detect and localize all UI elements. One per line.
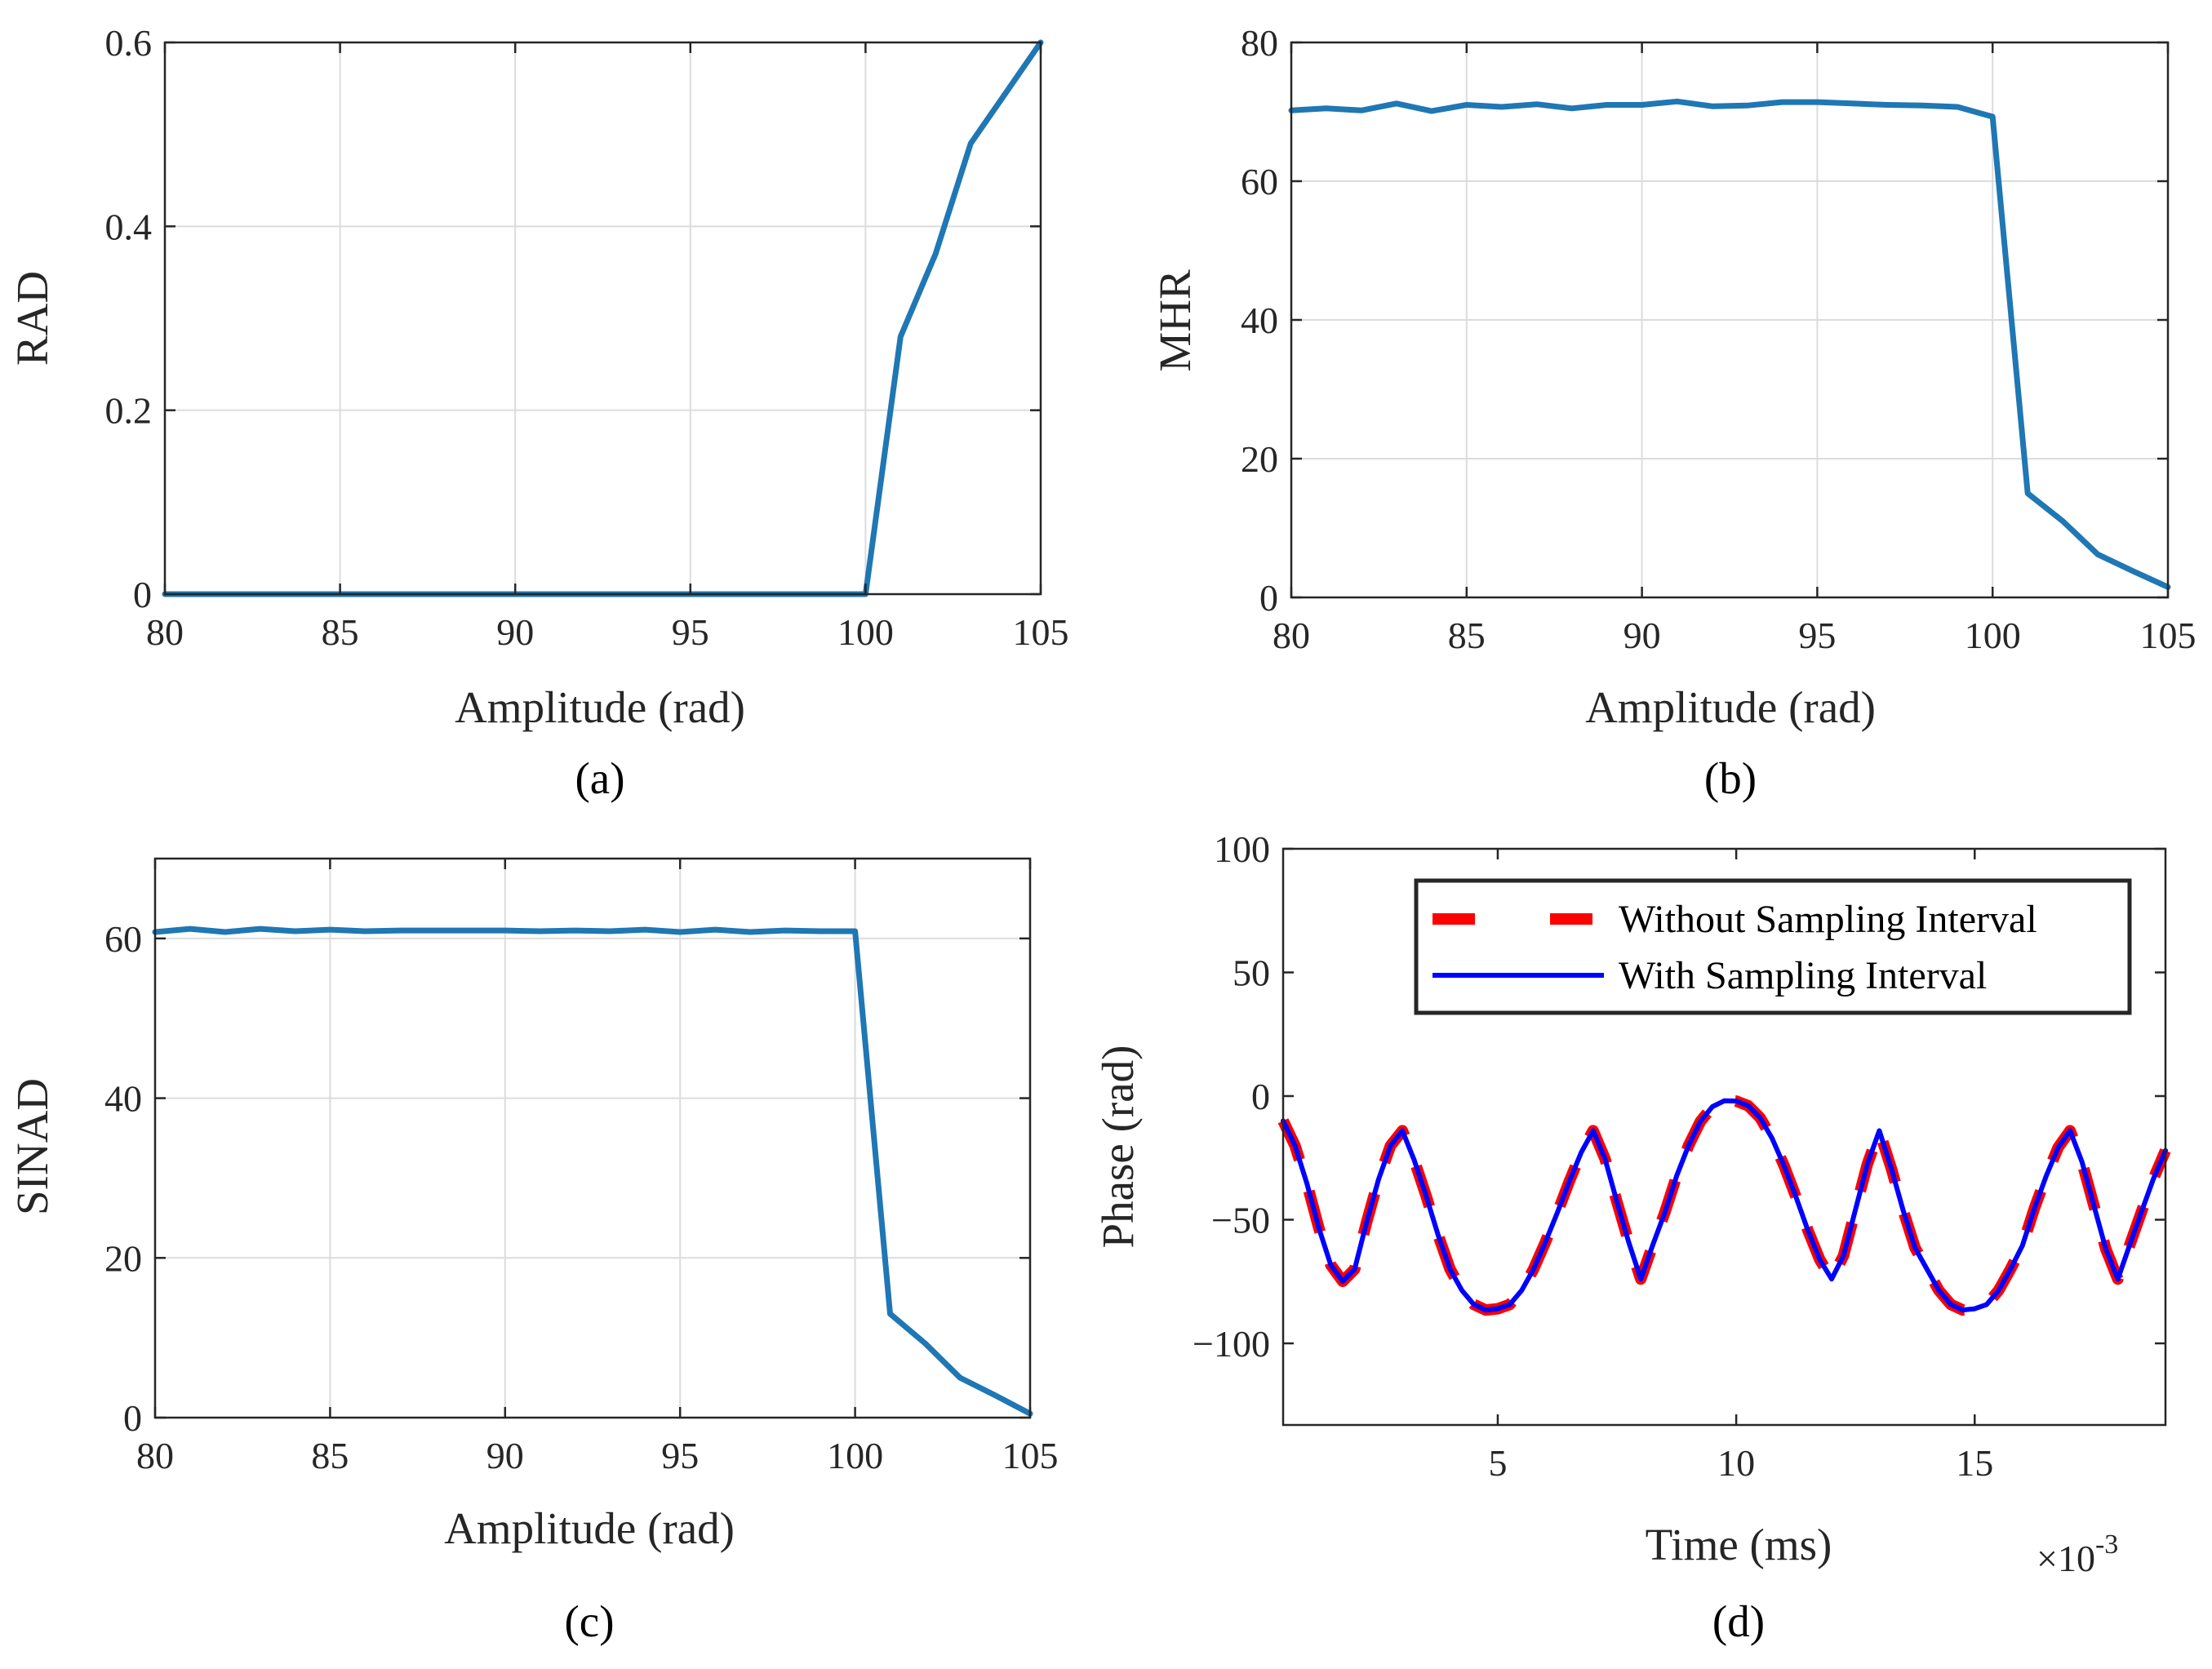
- panel-b-caption: (b): [1704, 753, 1757, 803]
- panel-b-x-tick-label: 105: [2140, 615, 2196, 656]
- panel-b-x-tick-label: 90: [1623, 615, 1661, 656]
- panel-c-y-tick-label: 0: [123, 1397, 142, 1439]
- legend-box: [1414, 878, 2132, 1015]
- panel-c-y-tick-label: 40: [104, 1078, 142, 1120]
- panel-a-x-tick-label: 85: [322, 611, 359, 653]
- panel-d-legend: Without Sampling Interval With Sampling …: [1414, 878, 2132, 1015]
- panel-c-xlabel: Amplitude (rad): [444, 1503, 735, 1553]
- panel-a-x-tick-label: 100: [837, 611, 894, 653]
- panel-b-x-tick-label: 80: [1273, 615, 1310, 656]
- legend-label-without-sampling: Without Sampling Interval: [1619, 898, 2037, 941]
- panel-d-ylabel: Phase (rad): [1093, 1045, 1143, 1249]
- panel-a-x-tick-label: 80: [146, 611, 184, 653]
- panel-c-x-tick-label: 100: [827, 1435, 883, 1476]
- panel-b-x-tick-label: 85: [1448, 615, 1486, 656]
- panel-b-series-mhr: [1288, 98, 2171, 590]
- panel-d-x-tick-label: 10: [1717, 1442, 1755, 1484]
- panel-b-y-tick-label: 60: [1241, 161, 1278, 202]
- panel-c-axes-box: [153, 857, 1032, 1419]
- panel-a-x-tick-label: 105: [1013, 611, 1069, 653]
- panel-d-xlabel: Time (ms): [1646, 1520, 1832, 1569]
- panel-b-xlabel: Amplitude (rad): [1585, 682, 1876, 732]
- panel-a-y-tick-label: 0.2: [105, 390, 153, 432]
- panel-d-exp-power: -3: [2095, 1529, 2118, 1560]
- legend-label-with-sampling: With Sampling Interval: [1619, 954, 1987, 997]
- panel-c-plot-background: [155, 859, 1030, 1418]
- panel-c-x-tick-label: 80: [136, 1435, 174, 1476]
- panel-d-y-tick-label: 0: [1251, 1076, 1270, 1117]
- panel-a-y-tick-label: 0: [133, 574, 152, 615]
- panel-d-caption: (d): [1712, 1596, 1765, 1646]
- panel-a-y-tick-label: 0.4: [105, 206, 153, 247]
- panel-b-y-tick-label: 80: [1241, 22, 1278, 64]
- panel-d-y-tick-label: 50: [1233, 952, 1270, 994]
- panel-b-x-tick-label: 95: [1798, 615, 1836, 656]
- panel-d-y-tick-label: 100: [1214, 828, 1270, 870]
- panel-a-x-tick-label: 95: [672, 611, 709, 653]
- panel-b-ylabel: MHR: [1150, 269, 1200, 372]
- panel-c-x-tick-label: 85: [311, 1435, 349, 1476]
- panel-c-y-tick-label: 20: [104, 1237, 142, 1279]
- panel-b-y-tick-label: 20: [1241, 438, 1278, 480]
- panel-c-y-tick-label: 60: [104, 918, 142, 960]
- panel-d-x-tick-label: 15: [1956, 1442, 1993, 1484]
- panel-a-x-tick-label: 90: [496, 611, 534, 653]
- panel-a-y-tick-label: 0.6: [105, 22, 153, 64]
- panel-a-plot-area: 80 85 90 95 100 105 0 0.2 0.4 0.6: [105, 22, 1069, 653]
- panel-d-phase-chart: 5 10 15 −100 −50 0 50 100 Phase (rad) Time (ms)…: [1093, 828, 2171, 1646]
- panel-a-rad-chart: 80 85 90 95 100 105 0 0.2 0.4 0.6 RAD Amplitude (…: [7, 22, 1069, 803]
- panel-b-y-tick-label: 40: [1241, 300, 1278, 341]
- panel-c-caption: (c): [564, 1596, 614, 1646]
- panel-d-x-exponent: ×10-3: [2037, 1529, 2118, 1579]
- panel-d-axes-box: [1281, 847, 2167, 1427]
- panel-d-x-tick-label: 5: [1488, 1442, 1507, 1484]
- panel-b-plot-area: 80 85 90 95 100 105 0 20 40 60 80: [1241, 22, 2196, 656]
- panel-b-y-tick-label: 0: [1259, 577, 1278, 619]
- panel-a-ylabel: RAD: [7, 271, 57, 366]
- panel-d-series-with-sampling-interval: [1281, 1098, 2168, 1313]
- panel-c-x-tick-label: 105: [1002, 1435, 1059, 1476]
- panel-a-axes-box: [163, 41, 1042, 596]
- panel-c-plot-area: 80 85 90 95 100 105 0 20 40 60: [104, 857, 1059, 1476]
- panel-d-y-tick-label: −50: [1211, 1200, 1270, 1241]
- panel-a-caption: (a): [575, 753, 624, 803]
- panel-c-sinad-chart: 80 85 90 95 100 105 0 20 40 60 SINAD Amplitude (r…: [7, 857, 1059, 1646]
- panel-d-y-tick-label: −100: [1193, 1323, 1270, 1365]
- panel-a-plot-background: [165, 42, 1041, 594]
- panel-b-x-tick-label: 100: [1965, 615, 2021, 656]
- panel-d-exp-base: ×10: [2037, 1538, 2095, 1579]
- panel-c-ylabel: SINAD: [7, 1078, 57, 1215]
- panel-c-series-sinad: [152, 925, 1033, 1417]
- panel-c-x-tick-label: 95: [661, 1435, 699, 1476]
- panel-a-xlabel: Amplitude (rad): [455, 682, 745, 732]
- panel-b-mhr-chart: 80 85 90 95 100 105 0 20 40 60 80 MHR Amplitude (r…: [1150, 22, 2196, 803]
- panel-c-x-tick-label: 90: [486, 1435, 524, 1476]
